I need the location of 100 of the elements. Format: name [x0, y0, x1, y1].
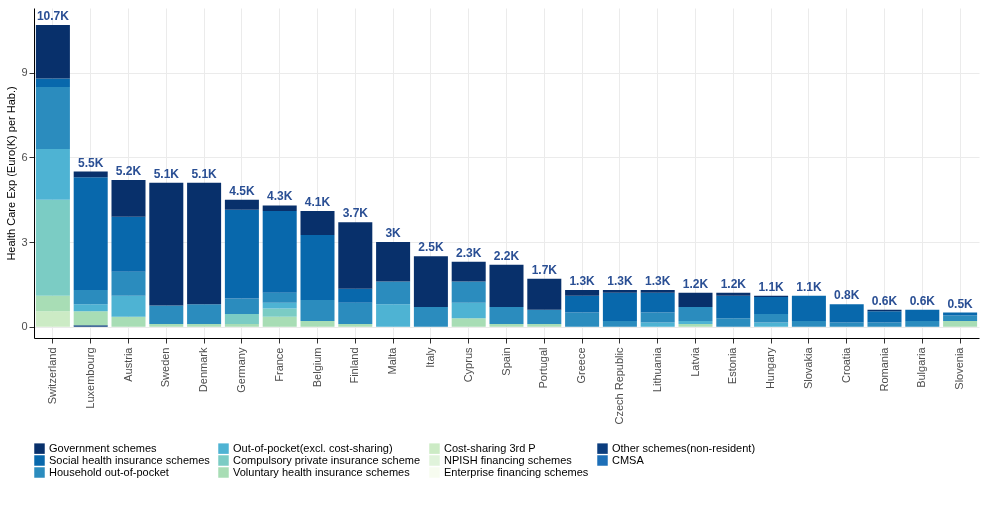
x-tick-label: France [272, 347, 285, 382]
x-tick-label: Lithuania [650, 346, 663, 393]
bar [262, 205, 297, 212]
bar [451, 318, 486, 327]
bar [300, 321, 335, 327]
x-tick-label: Greece [575, 347, 588, 384]
total-label: 1.7K [531, 262, 558, 277]
x-tick-label: Slovakia [801, 346, 814, 390]
x-tick-label: Bulgaria [915, 346, 928, 388]
bar [187, 323, 222, 327]
bar [640, 292, 675, 313]
bar [376, 242, 411, 282]
total-label: 5.1K [153, 166, 180, 181]
bar [73, 290, 108, 305]
bar [338, 288, 373, 303]
bar [829, 322, 864, 327]
bar [262, 211, 297, 293]
total-label: 0.6K [871, 293, 898, 308]
bar [111, 216, 146, 272]
legend-label: Enterprise financing schemes [444, 465, 589, 478]
bar [451, 281, 486, 303]
bar [640, 312, 675, 323]
bar [754, 314, 789, 323]
bar [35, 78, 70, 87]
bar [224, 314, 259, 324]
total-label: 0.5K [947, 296, 974, 311]
bar [791, 295, 826, 322]
legend-label: Other schemes(non-resident) [612, 441, 756, 454]
bar [73, 304, 108, 312]
x-tick-label: Luxembourg [83, 347, 96, 409]
total-label: 4.3K [267, 189, 293, 204]
x-tick-label: Estonia [726, 346, 739, 385]
bar [716, 292, 751, 296]
bar [224, 323, 259, 327]
x-tick-label: Cyprus [461, 347, 474, 383]
bar [376, 281, 411, 305]
bar [527, 309, 562, 324]
bar [73, 177, 108, 291]
x-tick-label: Portugal [537, 347, 550, 389]
bar [35, 149, 70, 200]
bar [489, 323, 524, 327]
bar [905, 309, 940, 322]
bar [111, 180, 146, 217]
legend-label: Compulsory private insurance scheme [233, 453, 421, 466]
bar [338, 302, 373, 324]
bar [262, 316, 297, 327]
bar [451, 261, 486, 282]
bar [451, 302, 486, 319]
bar [149, 305, 184, 324]
bar [754, 322, 789, 327]
bar [943, 315, 978, 322]
bar [640, 290, 675, 293]
bar [678, 306, 713, 322]
bar [376, 304, 411, 327]
x-tick-label: Malta [386, 346, 399, 375]
bar [187, 182, 222, 305]
x-tick-label: Denmark [197, 347, 210, 393]
bar [565, 312, 600, 327]
total-label: 1.2K [720, 276, 747, 291]
bar [111, 295, 146, 317]
bar [35, 199, 70, 296]
bar [262, 292, 297, 303]
bar [224, 199, 259, 210]
total-label: 0.8K [834, 288, 860, 303]
bar [943, 321, 978, 327]
bar [640, 322, 675, 327]
bar [413, 256, 448, 307]
total-label: 2.5K [418, 240, 444, 255]
y-axis-title: Health Care Exp (Euro(K) per Hab.) [5, 86, 18, 261]
bar [224, 298, 259, 315]
x-tick-label: Slovenia [953, 346, 966, 390]
legend-label: Voluntary health insurance schemes [233, 465, 411, 478]
total-label: 3K [385, 226, 402, 241]
bar [338, 222, 373, 289]
bar [73, 311, 108, 326]
total-label: 1.3K [645, 274, 671, 289]
x-tick-label: Romania [877, 346, 890, 392]
bar [489, 264, 524, 307]
x-tick-label: Croatia [839, 346, 852, 383]
x-tick-label: Belgium [310, 347, 323, 388]
bar [149, 182, 184, 306]
bar [35, 311, 70, 327]
bar [413, 306, 448, 327]
y-tick-label: 3 [21, 235, 28, 248]
total-label: 2.2K [493, 248, 520, 263]
total-label: 4.5K [229, 183, 255, 198]
legend-label: Social health insurance schemes [49, 453, 211, 466]
x-tick-label: Germany [234, 347, 247, 393]
x-tick-label: Latvia [688, 346, 701, 377]
legend-label: Government schemes [49, 441, 158, 454]
x-tick-label: Switzerland [45, 347, 58, 405]
total-label: 5.5K [78, 155, 104, 170]
bar [187, 304, 222, 324]
bar [224, 209, 259, 299]
y-tick-label: 6 [21, 150, 28, 163]
legend-label: Household out-of-pocket [49, 465, 169, 478]
total-label: 1.1K [758, 279, 785, 294]
x-tick-label: Spain [499, 347, 512, 376]
bar [565, 295, 600, 313]
bar [489, 306, 524, 324]
